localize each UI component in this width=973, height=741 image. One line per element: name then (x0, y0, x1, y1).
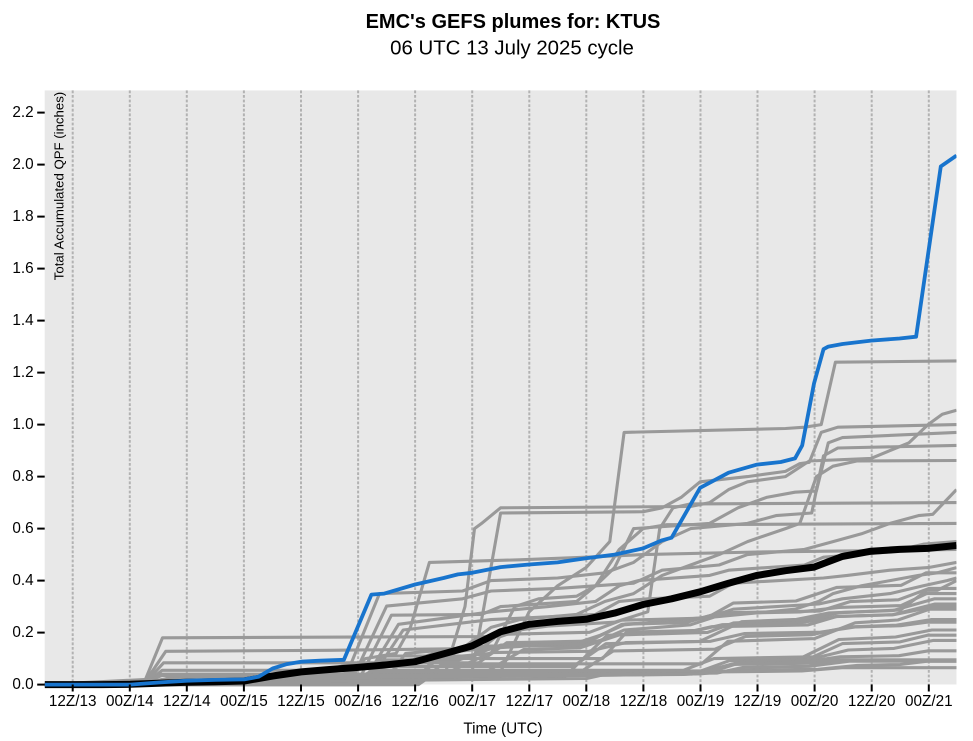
svg-text:00Z/14: 00Z/14 (106, 693, 154, 710)
svg-text:2.0: 2.0 (12, 156, 33, 173)
svg-text:00Z/15: 00Z/15 (220, 693, 268, 710)
svg-text:1.6: 1.6 (12, 260, 33, 277)
svg-text:12Z/18: 12Z/18 (620, 693, 668, 710)
svg-text:12Z/16: 12Z/16 (391, 693, 439, 710)
svg-text:00Z/16: 00Z/16 (334, 693, 382, 710)
svg-text:12Z/13: 12Z/13 (49, 693, 97, 710)
svg-text:0.8: 0.8 (12, 468, 33, 485)
svg-text:12Z/20: 12Z/20 (848, 693, 896, 710)
svg-text:EMC's GEFS plumes for: KTUS: EMC's GEFS plumes for: KTUS (366, 11, 661, 33)
svg-text:12Z/19: 12Z/19 (734, 693, 782, 710)
svg-text:1.8: 1.8 (12, 208, 33, 225)
svg-text:0.4: 0.4 (12, 572, 34, 589)
svg-text:1.4: 1.4 (12, 312, 34, 329)
svg-text:12Z/14: 12Z/14 (163, 693, 211, 710)
svg-text:12Z/17: 12Z/17 (505, 693, 553, 710)
svg-text:0.6: 0.6 (12, 520, 33, 537)
svg-text:1.2: 1.2 (12, 364, 33, 381)
svg-text:0.2: 0.2 (12, 624, 33, 641)
svg-text:00Z/21: 00Z/21 (905, 693, 953, 710)
svg-text:0.0: 0.0 (12, 676, 33, 693)
svg-text:2.2: 2.2 (12, 104, 33, 121)
svg-text:Time (UTC): Time (UTC) (463, 721, 542, 738)
svg-text:12Z/15: 12Z/15 (277, 693, 325, 710)
svg-text:00Z/18: 00Z/18 (562, 693, 610, 710)
svg-text:1.0: 1.0 (12, 416, 33, 433)
svg-text:00Z/20: 00Z/20 (791, 693, 839, 710)
svg-text:00Z/19: 00Z/19 (677, 693, 725, 710)
svg-text:06 UTC 13 July 2025 cycle: 06 UTC 13 July 2025 cycle (390, 38, 634, 60)
svg-text:Total Accumulated QPF (inches): Total Accumulated QPF (inches) (52, 92, 67, 280)
svg-text:00Z/17: 00Z/17 (448, 693, 496, 710)
